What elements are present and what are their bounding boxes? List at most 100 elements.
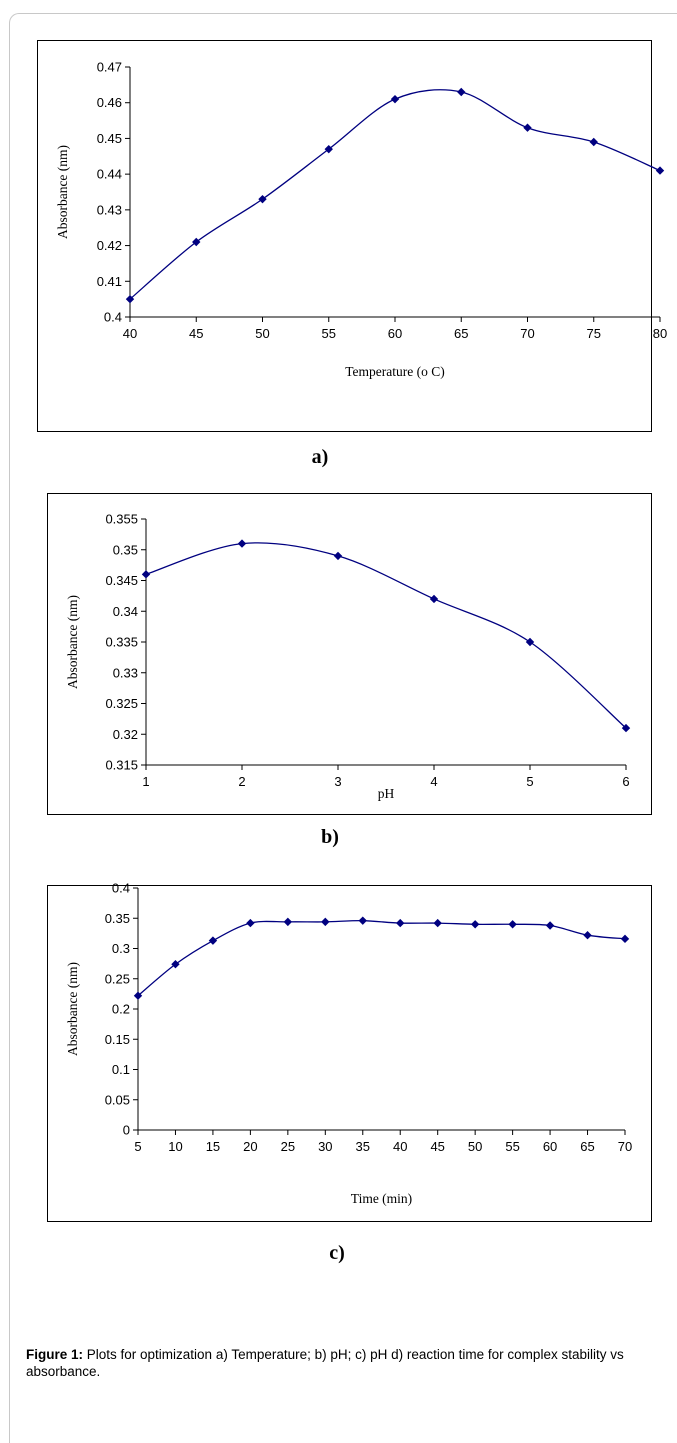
x-tick-label: 65	[454, 326, 468, 341]
x-tick-label: 50	[255, 326, 269, 341]
data-point	[470, 920, 480, 929]
series-line	[145, 542, 627, 729]
y-tick-label: 0.42	[97, 238, 122, 253]
x-tick-label: 75	[587, 326, 601, 341]
y-tick-label: 0.345	[105, 573, 138, 588]
x-tick-label: 70	[520, 326, 534, 341]
x-axis-label: pH	[378, 786, 395, 801]
chart-ph: 0.315 0.32 0.325 0.33 0.335 0.34 0.345 0.35 0.35…	[47, 493, 652, 815]
y-tick-label: 0.325	[105, 696, 138, 711]
x-tick-label: 80	[653, 326, 667, 341]
y-tick-label: 0.32	[113, 727, 138, 742]
series-line	[129, 89, 661, 300]
y-tick-label: 0.315	[105, 758, 138, 773]
x-tick-label: 4	[430, 774, 437, 789]
data-point	[258, 194, 267, 204]
x-tick-label: 2	[238, 774, 245, 789]
figure-card	[9, 13, 677, 1443]
caption-label: Figure 1:	[26, 1347, 84, 1362]
x-tick-label: 55	[322, 326, 336, 341]
x-tick-label: 45	[189, 326, 203, 341]
data-point	[508, 920, 517, 929]
y-tick-label: 0.35	[113, 542, 138, 557]
y-tick-label: 0.4	[104, 310, 122, 325]
x-tick-label: 30	[318, 1139, 332, 1154]
y-tick-label: 0.355	[105, 512, 138, 527]
chart-sublabel: c)	[329, 1242, 345, 1264]
x-tick-label: 50	[468, 1139, 482, 1154]
x-tick-label: 65	[580, 1139, 594, 1154]
series-line	[137, 920, 626, 997]
data-point	[457, 87, 466, 97]
x-tick-label: 40	[123, 326, 137, 341]
data-point	[192, 237, 201, 247]
data-point	[525, 637, 535, 647]
x-tick-label: 35	[356, 1139, 370, 1154]
y-axis-label: Absorbance (nm)	[65, 962, 80, 1056]
x-tick-label: 5	[134, 1139, 141, 1154]
chart-sublabel: b)	[321, 826, 339, 848]
data-point	[237, 539, 247, 548]
x-tick-label: 5	[526, 774, 533, 789]
data-point	[621, 723, 631, 733]
y-axis-label: Absorbance (nm)	[65, 595, 80, 689]
y-tick-label: 0.44	[97, 167, 122, 182]
chart-frame	[37, 40, 652, 432]
y-tick-label: 0.43	[97, 202, 122, 217]
data-point	[396, 918, 405, 928]
chart-panel-ph: 0.315 0.32 0.325 0.33 0.335 0.34 0.345 0.35 0.35…	[47, 493, 652, 815]
x-tick-label: 40	[393, 1139, 407, 1154]
x-tick-label: 25	[281, 1139, 295, 1154]
x-tick-label: 15	[206, 1139, 220, 1154]
y-tick-label: 0.35	[105, 911, 130, 926]
figure-caption: Figure 1: Plots for optimization a) Temp…	[26, 1346, 666, 1380]
chart-frame	[47, 493, 652, 815]
x-axis-label: Time (min)	[351, 1191, 412, 1206]
x-axis-label: Temperature (o C)	[345, 364, 445, 379]
data-point	[429, 594, 439, 604]
y-tick-label: 0.46	[97, 95, 122, 110]
data-point	[655, 166, 665, 175]
data-point	[390, 94, 400, 104]
x-tick-label: 70	[618, 1139, 632, 1154]
data-point	[324, 144, 333, 154]
data-point	[133, 991, 143, 1000]
x-tick-label: 1	[142, 774, 149, 789]
data-point	[141, 570, 151, 579]
y-tick-label: 0.25	[105, 971, 130, 986]
data-point	[583, 930, 592, 940]
data-point	[589, 137, 598, 147]
chart-frame	[47, 885, 652, 1222]
x-tick-label: 20	[243, 1139, 257, 1154]
data-point	[358, 916, 367, 925]
y-tick-label: 0	[123, 1123, 130, 1138]
x-tick-label: 6	[622, 774, 629, 789]
chart-panel-temperature: 0.4 0.41 0.42 0.43 0.44 0.45 0.46 0.47 40 45 50 55 6…	[37, 40, 667, 432]
data-point	[433, 918, 442, 928]
y-tick-label: 0.05	[105, 1092, 130, 1107]
y-tick-label: 0.41	[97, 274, 122, 289]
y-tick-label: 0.47	[97, 60, 122, 75]
y-tick-label: 0.2	[112, 1002, 130, 1017]
x-tick-label: 60	[388, 326, 402, 341]
data-point	[321, 917, 330, 927]
chart-temperature: 0.4 0.41 0.42 0.43 0.44 0.45 0.46 0.47 40 45 50 55 6…	[37, 40, 667, 432]
chart-panel-time: 0 0.05 0.1 0.15 0.2 0.25 0.3 0.35 0.4 5 10 15 20 25 30…	[47, 881, 652, 1222]
data-point	[620, 934, 630, 944]
x-tick-label: 3	[334, 774, 341, 789]
data-point	[283, 917, 293, 927]
data-point	[333, 551, 343, 561]
x-tick-label: 55	[505, 1139, 519, 1154]
caption-text: Plots for optimization a) Temperature; b…	[26, 1347, 624, 1379]
chart-sublabel: a)	[311, 446, 329, 468]
y-tick-label: 0.45	[97, 131, 122, 146]
data-point	[246, 918, 255, 928]
y-tick-label: 0.33	[113, 665, 138, 680]
x-tick-label: 10	[168, 1139, 182, 1154]
y-tick-label: 0.3	[112, 941, 130, 956]
y-axis-label: Absorbance (nm)	[55, 145, 70, 239]
y-tick-label: 0.4	[112, 881, 130, 896]
y-tick-label: 0.15	[105, 1032, 130, 1047]
data-point	[208, 936, 218, 945]
data-point	[523, 123, 532, 132]
